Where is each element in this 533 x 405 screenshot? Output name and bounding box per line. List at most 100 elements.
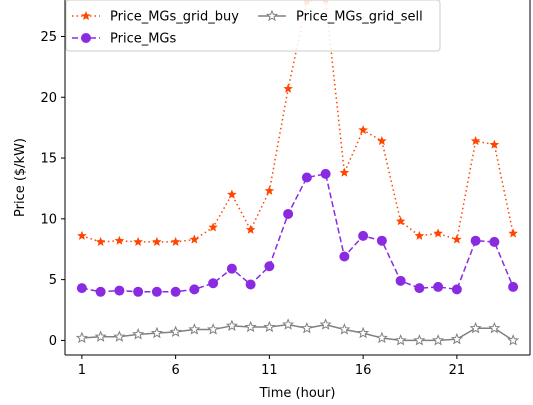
data-point (301, 172, 312, 183)
data-point (508, 228, 518, 238)
plot-area (75, 0, 520, 346)
legend-label: Price_MGs_grid_buy (110, 10, 239, 25)
data-point (507, 334, 520, 346)
data-point (226, 263, 237, 274)
data-point (208, 222, 218, 232)
legend-swatch-marker (265, 9, 279, 22)
data-point (227, 189, 237, 199)
legend-entry: Price_MGs_grid_sell (258, 10, 423, 25)
data-point (94, 330, 107, 342)
data-point (170, 236, 181, 246)
data-point (264, 261, 275, 272)
series-Price_MGs (76, 168, 519, 297)
data-point (508, 281, 519, 292)
data-point (132, 327, 145, 340)
x-tick-label: 11 (261, 363, 278, 378)
data-point (114, 235, 125, 245)
data-point (114, 285, 125, 296)
data-point (208, 278, 219, 289)
series-line (81, 172, 514, 293)
data-point (75, 331, 88, 344)
legend-swatch-marker (81, 11, 91, 21)
data-point (432, 334, 445, 346)
y-tick-label: 25 (40, 30, 57, 45)
y-tick-label: 0 (49, 334, 57, 349)
series-line (81, 323, 514, 342)
data-point (414, 283, 425, 294)
data-point (488, 321, 501, 334)
y-tick-label: 5 (49, 273, 57, 288)
data-point (95, 286, 106, 297)
data-point (358, 125, 368, 135)
x-tick-label: 21 (449, 363, 466, 378)
data-point (433, 281, 444, 292)
data-point (358, 230, 369, 241)
y-tick-label: 10 (40, 212, 57, 227)
data-point (113, 330, 126, 342)
y-axis-label: Price ($/kW) (13, 138, 28, 217)
data-point (170, 286, 181, 297)
x-tick-label: 1 (78, 363, 86, 378)
data-point (133, 236, 143, 246)
data-point (133, 286, 144, 297)
legend-swatch-marker (81, 33, 91, 43)
legend-entry: Price_MGs_grid_buy (72, 10, 239, 25)
data-point (339, 251, 350, 262)
legend: Price_MGs_grid_buy Price_MGs Price_MGs_gri… (65, 0, 441, 52)
data-point (150, 326, 163, 339)
data-point (319, 318, 332, 330)
data-point (376, 235, 387, 246)
data-point (188, 323, 201, 335)
data-point (339, 167, 350, 177)
data-point (320, 168, 331, 179)
data-point (189, 284, 200, 295)
data-point (282, 318, 295, 330)
data-point (245, 279, 256, 290)
data-point (377, 136, 387, 146)
data-point (470, 136, 481, 146)
data-point (413, 334, 426, 346)
data-point (452, 234, 462, 244)
data-point (395, 216, 406, 226)
data-point (95, 236, 106, 246)
data-point (225, 319, 238, 331)
data-point (470, 235, 481, 246)
data-point (357, 326, 370, 339)
x-tick-label: 16 (355, 363, 372, 378)
data-point (244, 320, 257, 333)
data-point (283, 83, 293, 93)
data-point (394, 334, 407, 346)
legend-label: Price_MGs (110, 32, 177, 47)
data-point (300, 321, 313, 334)
data-point (469, 321, 482, 334)
data-point (451, 284, 462, 295)
data-point (76, 283, 87, 294)
data-point (189, 234, 200, 244)
series-Price_MGs_grid_sell (75, 318, 520, 346)
data-point (152, 236, 162, 246)
y-tick-label: 20 (40, 91, 57, 106)
legend-entry: Price_MGs (72, 32, 177, 47)
x-tick-label: 6 (171, 363, 179, 378)
data-point (489, 236, 500, 247)
y-tick-label: 15 (40, 152, 57, 167)
data-point (263, 320, 276, 333)
data-point (245, 224, 256, 234)
data-point (151, 286, 162, 297)
data-point (450, 332, 463, 345)
data-point (169, 325, 182, 338)
data-point (264, 185, 275, 195)
data-point (207, 323, 220, 335)
data-point (375, 331, 388, 344)
data-point (395, 275, 406, 286)
data-point (338, 323, 351, 335)
legend-box (65, 0, 441, 52)
x-axis-label: Time (hour) (259, 386, 336, 401)
data-point (433, 228, 443, 238)
legend-label: Price_MGs_grid_sell (296, 10, 423, 25)
data-point (489, 139, 500, 149)
data-point (77, 230, 87, 240)
